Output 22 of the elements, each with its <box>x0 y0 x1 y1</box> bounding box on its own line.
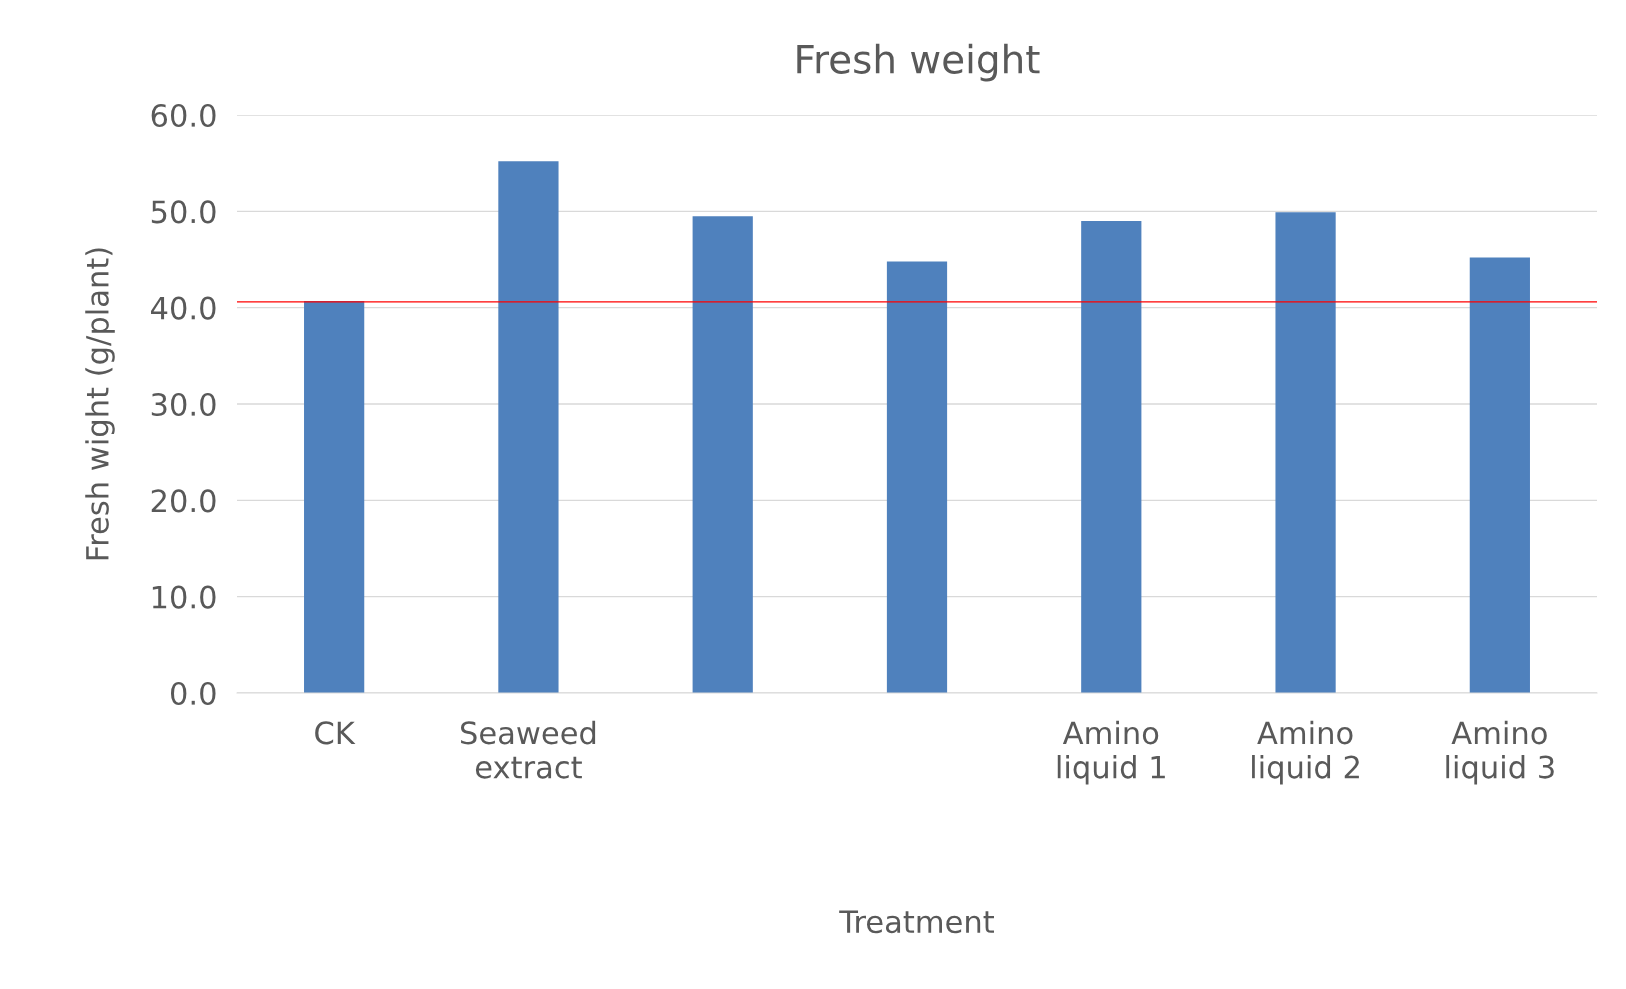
bar <box>692 216 753 693</box>
y-tick-label: 60.0 <box>151 103 216 128</box>
y-tick-label: 50.0 <box>151 200 216 224</box>
x-tick-label: Amino liquid 2 <box>1252 720 1359 785</box>
y-tick-label: 30.0 <box>151 392 216 417</box>
bar <box>1275 212 1336 693</box>
y-tick-label: 40.0 <box>151 296 216 320</box>
bar <box>304 300 365 693</box>
bar <box>1081 220 1142 693</box>
x-axis-title: Treatment <box>839 910 994 934</box>
bar <box>1469 257 1530 693</box>
x-tick-label: Amino liquid 3 <box>1446 720 1554 785</box>
x-tick-label: Seaweed extract <box>460 720 596 779</box>
x-tick-label: Amino liquid 1 <box>1057 720 1165 785</box>
y-tick-label: 20.0 <box>151 489 216 513</box>
bar <box>498 161 559 693</box>
bar <box>886 261 948 693</box>
y-tick-label: 10.0 <box>152 585 216 609</box>
x-tick-label: CK <box>315 721 356 745</box>
chart-title: Fresh weight <box>797 43 1040 82</box>
y-tick-label: 0.0 <box>170 681 216 706</box>
y-axis-title: Fresh wight (g/plant) <box>85 248 115 560</box>
